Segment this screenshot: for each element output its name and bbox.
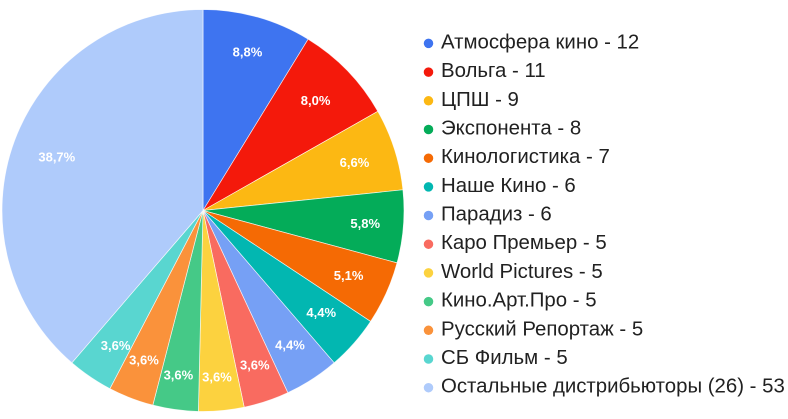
svg-text:Наше Кино - 6: Наше Кино - 6 (441, 175, 576, 197)
svg-text:3,6%: 3,6% (202, 370, 232, 385)
svg-text:8,8%: 8,8% (233, 45, 263, 60)
svg-text:Остальные дистрибьюторы (26) -: Остальные дистрибьюторы (26) - 53 (441, 376, 785, 398)
svg-text:4,4%: 4,4% (275, 338, 305, 353)
svg-text:Кинологистика - 7: Кинологистика - 7 (441, 146, 610, 168)
svg-text:3,6%: 3,6% (240, 357, 270, 372)
svg-text:6,6%: 6,6% (340, 155, 370, 170)
svg-text:Экспонента - 8: Экспонента - 8 (441, 118, 581, 140)
svg-text:38,7%: 38,7% (38, 149, 75, 164)
svg-text:Русский Репортаж - 5: Русский Репортаж - 5 (441, 318, 643, 340)
svg-text:Каро Премьер - 5: Каро Премьер - 5 (441, 232, 607, 254)
svg-text:Атмосфера кино - 12: Атмосфера кино - 12 (441, 31, 639, 53)
svg-text:Вольга - 11: Вольга - 11 (441, 60, 546, 82)
svg-text:World Pictures - 5: World Pictures - 5 (441, 261, 603, 283)
svg-text:3,6%: 3,6% (101, 338, 131, 353)
svg-text:Парадиз - 6: Парадиз - 6 (441, 204, 552, 226)
svg-text:4,4%: 4,4% (306, 305, 336, 320)
svg-text:3,6%: 3,6% (129, 352, 159, 367)
svg-text:ЦПШ - 9: ЦПШ - 9 (441, 89, 519, 111)
svg-text:5,8%: 5,8% (350, 216, 380, 231)
svg-text:3,6%: 3,6% (164, 367, 194, 382)
svg-text:5,1%: 5,1% (334, 268, 364, 283)
svg-text:Кино.Арт.Про - 5: Кино.Арт.Про - 5 (441, 290, 597, 312)
svg-text:СБ Фильм - 5: СБ Фильм - 5 (441, 347, 568, 369)
svg-text:8,0%: 8,0% (301, 93, 331, 108)
